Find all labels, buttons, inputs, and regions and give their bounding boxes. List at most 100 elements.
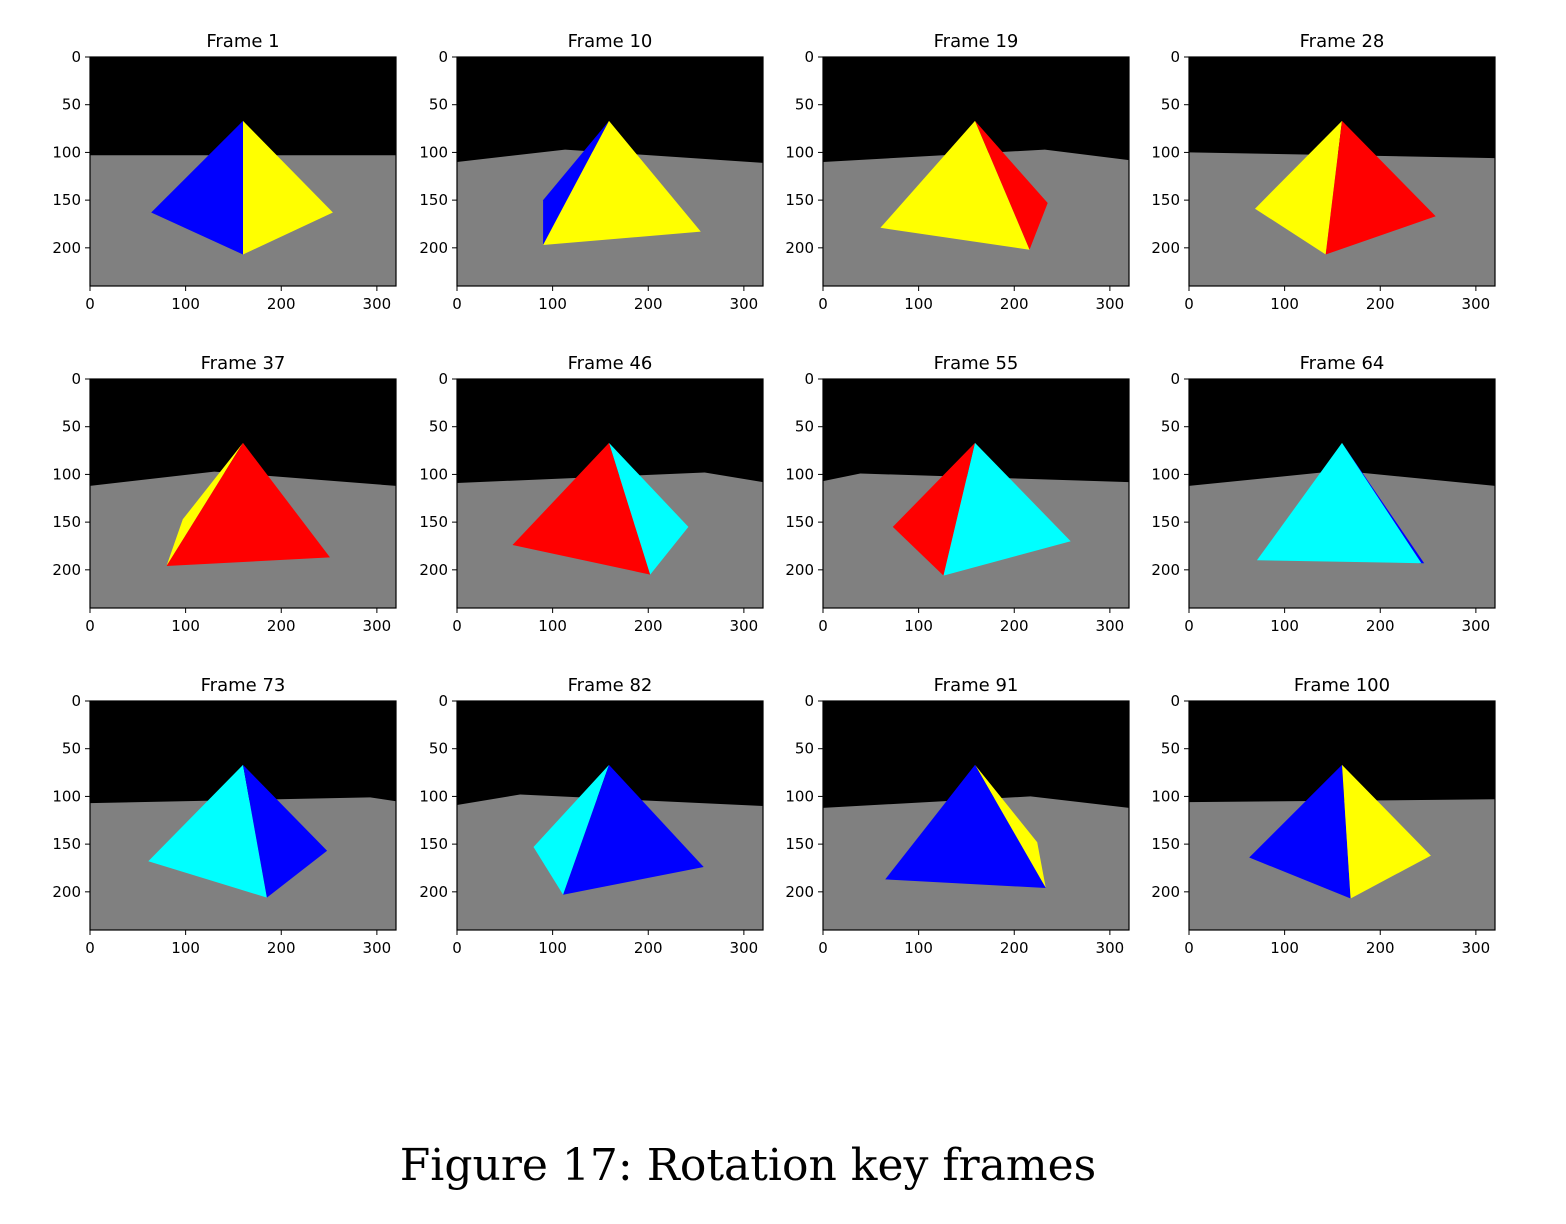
subplot: Frame 10 0 100 200 300 0 50 100 150 200 [419, 31, 764, 313]
y-tick-label: 50 [62, 96, 81, 114]
x-tick-label: 100 [171, 939, 200, 957]
x-tick-label: 100 [171, 617, 200, 635]
y-tick-label: 0 [438, 48, 448, 66]
x-tick-label: 200 [634, 939, 663, 957]
x-tick-label: 0 [818, 617, 828, 635]
pyramid-face-yellow [880, 120, 1030, 250]
x-tick-label: 100 [1270, 617, 1299, 635]
pyramid-face-blue [151, 120, 243, 255]
x-tick-label: 0 [452, 617, 462, 635]
x-tick-label: 200 [1366, 295, 1395, 313]
y-tick-label: 100 [785, 143, 814, 161]
subplot: Frame 55 0 100 200 300 0 50 100 150 200 [785, 353, 1130, 635]
subplot: Frame 1 0 100 200 300 0 50 100 150 200 [52, 31, 397, 313]
y-tick-label: 50 [429, 740, 448, 758]
y-tick-label: 0 [804, 48, 814, 66]
y-tick-label: 100 [419, 143, 448, 161]
x-tick-label: 300 [1462, 617, 1491, 635]
pyramid-face-blue [563, 764, 704, 895]
y-tick-label: 100 [785, 787, 814, 805]
y-tick-label: 200 [419, 561, 448, 579]
x-tick-label: 0 [818, 939, 828, 957]
x-tick-label: 300 [1096, 295, 1125, 313]
y-tick-label: 50 [62, 418, 81, 436]
y-tick-label: 50 [1161, 418, 1180, 436]
y-tick-label: 150 [52, 835, 81, 853]
y-tick-label: 150 [419, 191, 448, 209]
y-tick-label: 200 [785, 239, 814, 257]
axes-frame [1188, 700, 1496, 931]
x-tick-label: 0 [452, 939, 462, 957]
x-tick-label: 100 [171, 295, 200, 313]
subplot: Frame 28 0 100 200 300 0 50 100 150 200 [1151, 31, 1496, 313]
x-tick-label: 100 [904, 617, 933, 635]
subplot: Frame 19 0 100 200 300 0 50 100 150 200 [785, 31, 1130, 313]
y-tick-label: 200 [419, 239, 448, 257]
y-tick-label: 0 [438, 370, 448, 388]
y-tick-label: 150 [785, 513, 814, 531]
axes-frame [456, 700, 764, 931]
pyramid-face-yellow [543, 120, 701, 245]
y-tick-label: 150 [419, 835, 448, 853]
subplot-title: Frame 1 [206, 31, 279, 52]
x-tick-label: 200 [1000, 939, 1029, 957]
pyramid-face-blue [543, 120, 609, 245]
x-tick-label: 300 [1096, 939, 1125, 957]
y-tick-label: 200 [52, 883, 81, 901]
x-tick-label: 200 [634, 617, 663, 635]
pyramid-face-cyan [1256, 442, 1422, 564]
y-tick-label: 0 [1170, 370, 1180, 388]
y-tick-label: 200 [785, 561, 814, 579]
y-tick-label: 100 [1151, 787, 1180, 805]
y-tick-label: 150 [52, 513, 81, 531]
y-tick-label: 150 [785, 835, 814, 853]
y-tick-label: 150 [419, 513, 448, 531]
pyramid-face-red [512, 442, 651, 575]
y-tick-label: 100 [785, 465, 814, 483]
y-tick-label: 200 [1151, 883, 1180, 901]
subplot: Frame 64 0 100 200 300 0 50 100 150 200 [1151, 353, 1496, 635]
subplot-title: Frame 19 [934, 31, 1019, 52]
x-tick-label: 100 [538, 617, 567, 635]
y-tick-label: 50 [795, 418, 814, 436]
x-tick-label: 200 [267, 939, 296, 957]
x-tick-label: 0 [1184, 295, 1194, 313]
x-tick-label: 100 [1270, 939, 1299, 957]
pyramid-face-yellow [166, 442, 243, 566]
pyramid-face-cyan [533, 764, 609, 895]
x-tick-label: 100 [538, 939, 567, 957]
axes-frame [456, 56, 764, 287]
axes-frame [822, 700, 1130, 931]
pyramid-face-yellow [1342, 764, 1431, 899]
pyramid-face-blue [243, 764, 328, 898]
y-tick-label: 200 [52, 561, 81, 579]
x-tick-label: 200 [1366, 617, 1395, 635]
subplot-title: Frame 64 [1300, 353, 1385, 374]
figure-caption: Figure 17: Rotation key frames [399, 1140, 1097, 1191]
y-tick-label: 50 [62, 740, 81, 758]
axes-frame [89, 378, 397, 609]
pyramid-face-red [975, 120, 1048, 250]
y-tick-label: 200 [785, 883, 814, 901]
y-tick-label: 100 [52, 143, 81, 161]
axes-frame [822, 378, 1130, 609]
x-tick-label: 300 [1462, 295, 1491, 313]
subplot: Frame 82 0 100 200 300 0 50 100 150 200 [419, 675, 764, 957]
y-tick-label: 100 [419, 465, 448, 483]
pyramid-face-red [166, 442, 330, 566]
subplot-title: Frame 91 [934, 675, 1019, 696]
subplot-title: Frame 73 [201, 675, 286, 696]
pyramid-face-red [892, 442, 975, 576]
subplot-title: Frame 10 [568, 31, 653, 52]
x-tick-label: 200 [634, 295, 663, 313]
y-tick-label: 100 [1151, 465, 1180, 483]
subplot: Frame 37 0 100 200 300 0 50 100 150 200 [52, 353, 397, 635]
x-tick-label: 300 [363, 617, 392, 635]
y-tick-label: 0 [71, 692, 81, 710]
x-tick-label: 200 [267, 295, 296, 313]
x-tick-label: 200 [1000, 617, 1029, 635]
x-tick-label: 0 [452, 295, 462, 313]
x-tick-label: 100 [1270, 295, 1299, 313]
x-tick-label: 300 [1462, 939, 1491, 957]
